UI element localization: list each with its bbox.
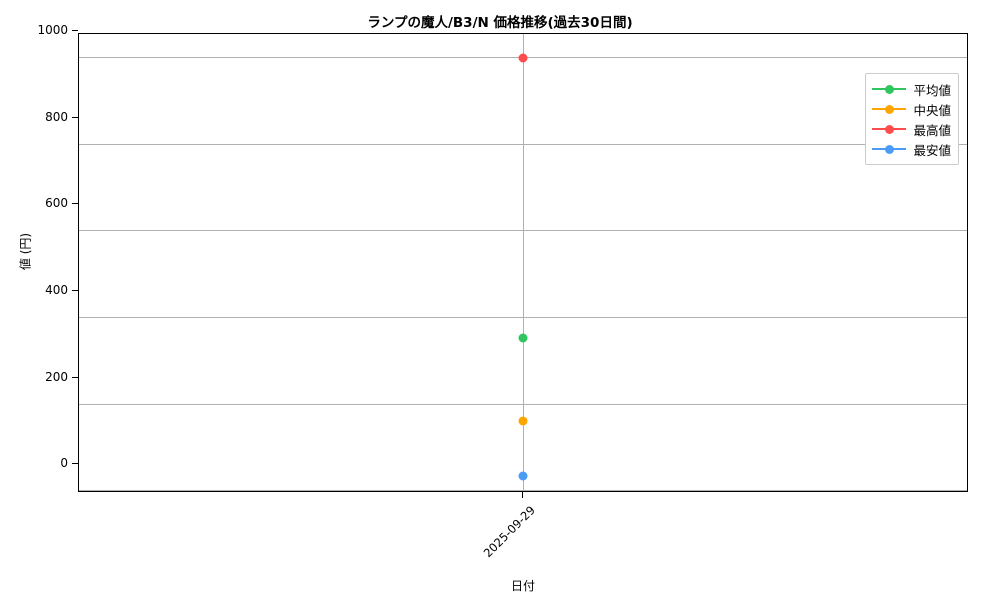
- y-tick-mark-1000: [71, 30, 78, 32]
- data-point-max[interactable]: [518, 53, 528, 63]
- data-point-median[interactable]: [518, 416, 528, 426]
- chart-legend: 平均値 中央値 最高値 最安: [865, 73, 959, 165]
- y-tick-mark-800: [71, 116, 78, 118]
- y-axis-tick-marks: [0, 30, 80, 492]
- data-point-min[interactable]: [518, 471, 528, 481]
- y-tick-mark-400: [71, 290, 78, 292]
- legend-marker-max: [872, 124, 907, 134]
- legend-label-average: 平均値: [913, 82, 951, 98]
- gridline-x-2025-09-29: [523, 34, 524, 491]
- y-axis-tick-labels: 0 200 400 600 800 1000: [0, 23, 68, 492]
- legend-item-min[interactable]: 最安値: [872, 139, 951, 159]
- y-tick-label-400: 400: [45, 283, 68, 297]
- legend-item-average[interactable]: 平均値: [872, 79, 951, 99]
- x-tick-label-2025-09-29: 2025-09-29: [480, 503, 538, 561]
- y-tick-label-600: 600: [45, 196, 68, 211]
- y-tick-label-200: 200: [45, 369, 68, 384]
- y-axis-label: 値 (円): [17, 22, 34, 482]
- x-tick-mark-2025-09-29: [521, 492, 523, 498]
- data-point-average[interactable]: [518, 333, 528, 343]
- legend-item-max[interactable]: 最高値: [872, 119, 951, 139]
- legend-label-median: 中央値: [913, 102, 951, 118]
- y-tick-label-1000: 1000: [37, 23, 68, 38]
- legend-marker-min: [872, 144, 907, 154]
- legend-label-max: 最高値: [913, 122, 951, 138]
- plot-area: 平均値 中央値 最高値 最安: [78, 33, 968, 492]
- legend-marker-average: [872, 84, 907, 94]
- y-tick-mark-0: [71, 463, 78, 465]
- chart-title: ランプの魔人/B3/N 価格推移(過去30日間): [367, 15, 633, 31]
- legend-label-min: 最安値: [913, 142, 951, 158]
- y-tick-label-0: 0: [60, 456, 68, 471]
- legend-marker-median: [872, 104, 907, 114]
- y-tick-mark-200: [71, 376, 78, 378]
- x-axis-label: 日付: [510, 579, 535, 593]
- y-tick-label-800: 800: [45, 109, 68, 124]
- y-axis-label-text: 値 (円): [18, 232, 33, 271]
- legend-item-median[interactable]: 中央値: [872, 99, 951, 119]
- y-tick-mark-600: [71, 203, 78, 205]
